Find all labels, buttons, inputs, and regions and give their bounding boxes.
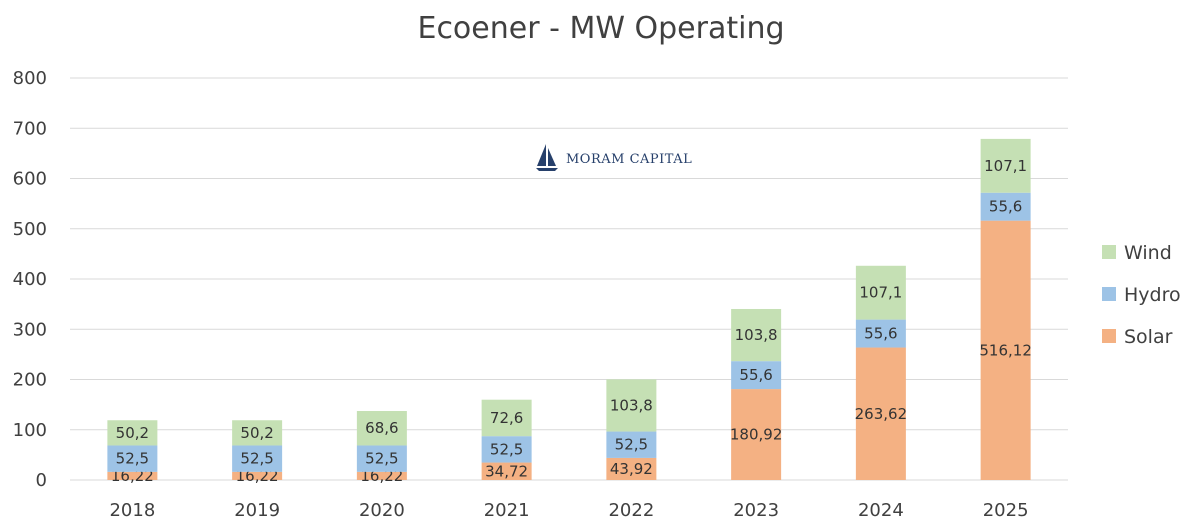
x-tick-label: 2018 <box>109 500 155 521</box>
bar-wind <box>356 410 407 446</box>
y-tick-label: 0 <box>36 470 47 491</box>
data-label-wind: 103,8 <box>610 396 653 414</box>
bar-wind <box>232 420 283 446</box>
chart-title: Ecoener - MW Operating <box>417 11 784 46</box>
bar-hydro <box>855 319 906 348</box>
bar-solar <box>107 471 158 480</box>
y-tick-label: 200 <box>13 370 47 391</box>
data-label-hydro: 52,5 <box>240 450 273 468</box>
legend-swatch-wind <box>1102 245 1116 259</box>
bar-solar <box>855 347 906 480</box>
data-label-wind: 50,2 <box>240 424 273 442</box>
data-label-wind: 103,8 <box>735 326 778 344</box>
x-tick-label: 2025 <box>983 500 1029 521</box>
bar-solar <box>232 471 283 480</box>
data-label-hydro: 55,6 <box>864 325 897 343</box>
bar-solar <box>606 457 657 480</box>
data-label-solar: 516,12 <box>979 341 1032 359</box>
y-tick-label: 800 <box>13 68 47 89</box>
legend-label-hydro: Hydro <box>1124 284 1181 306</box>
data-label-wind: 72,6 <box>490 409 523 427</box>
bar-hydro <box>731 361 782 390</box>
bar-solar <box>356 471 407 480</box>
data-label-solar: 180,92 <box>730 426 783 444</box>
legend-label-solar: Solar <box>1124 326 1173 348</box>
legend-swatch-solar <box>1102 329 1116 343</box>
data-label-wind: 107,1 <box>859 284 902 302</box>
data-label-wind: 107,1 <box>984 157 1027 175</box>
bar-wind <box>980 138 1031 193</box>
gridlines <box>70 77 1068 481</box>
x-axis-ticks: 2018 2019 2020 2021 2022 2023 2024 2025 <box>109 500 1028 521</box>
y-tick-label: 500 <box>13 219 47 240</box>
logo-text: MORAM CAPITAL <box>566 152 692 167</box>
y-tick-label: 700 <box>13 118 47 139</box>
x-tick-label: 2019 <box>234 500 280 521</box>
data-label-solar: 43,92 <box>610 460 653 478</box>
data-label-wind: 68,6 <box>365 419 398 437</box>
y-tick-label: 400 <box>13 269 47 290</box>
bar-hydro <box>356 445 407 472</box>
bar-wind <box>481 399 532 437</box>
data-label-hydro: 52,5 <box>490 440 523 458</box>
data-label-hydro: 55,6 <box>989 198 1022 216</box>
data-label-hydro: 52,5 <box>365 450 398 468</box>
y-tick-label: 600 <box>13 169 47 190</box>
sailboat-icon <box>536 144 558 171</box>
legend-swatch-hydro <box>1102 287 1116 301</box>
x-tick-label: 2024 <box>858 500 904 521</box>
bar-hydro <box>107 445 158 472</box>
data-label-hydro: 52,5 <box>116 450 149 468</box>
bar-hydro <box>481 436 532 463</box>
data-label-hydro: 55,6 <box>739 366 772 384</box>
x-tick-label: 2020 <box>359 500 405 521</box>
x-tick-label: 2022 <box>608 500 654 521</box>
bar-hydro <box>980 192 1031 221</box>
moram-capital-logo: MORAM CAPITAL <box>536 144 692 171</box>
legend-label-wind: Wind <box>1124 242 1172 264</box>
bar-hydro <box>606 431 657 458</box>
bar-solar <box>980 220 1031 480</box>
bar-wind <box>855 265 906 320</box>
bars: 16,2252,550,216,2252,550,216,2252,568,63… <box>107 138 1032 485</box>
data-label-solar: 34,72 <box>485 462 528 480</box>
legend: Wind Hydro Solar <box>1102 242 1181 348</box>
y-axis-ticks: 0 100 200 300 400 500 600 700 800 <box>13 68 47 491</box>
bar-wind <box>107 420 158 446</box>
bar-wind <box>731 308 782 362</box>
data-label-hydro: 52,5 <box>615 436 648 454</box>
bar-wind <box>606 379 657 432</box>
x-tick-label: 2023 <box>733 500 779 521</box>
bar-hydro <box>232 445 283 472</box>
bar-solar <box>481 462 532 480</box>
data-label-solar: 263,62 <box>855 405 908 423</box>
data-label-wind: 50,2 <box>116 424 149 442</box>
x-tick-label: 2021 <box>484 500 530 521</box>
y-tick-label: 300 <box>13 319 47 340</box>
y-tick-label: 100 <box>13 420 47 441</box>
bar-solar <box>731 389 782 480</box>
